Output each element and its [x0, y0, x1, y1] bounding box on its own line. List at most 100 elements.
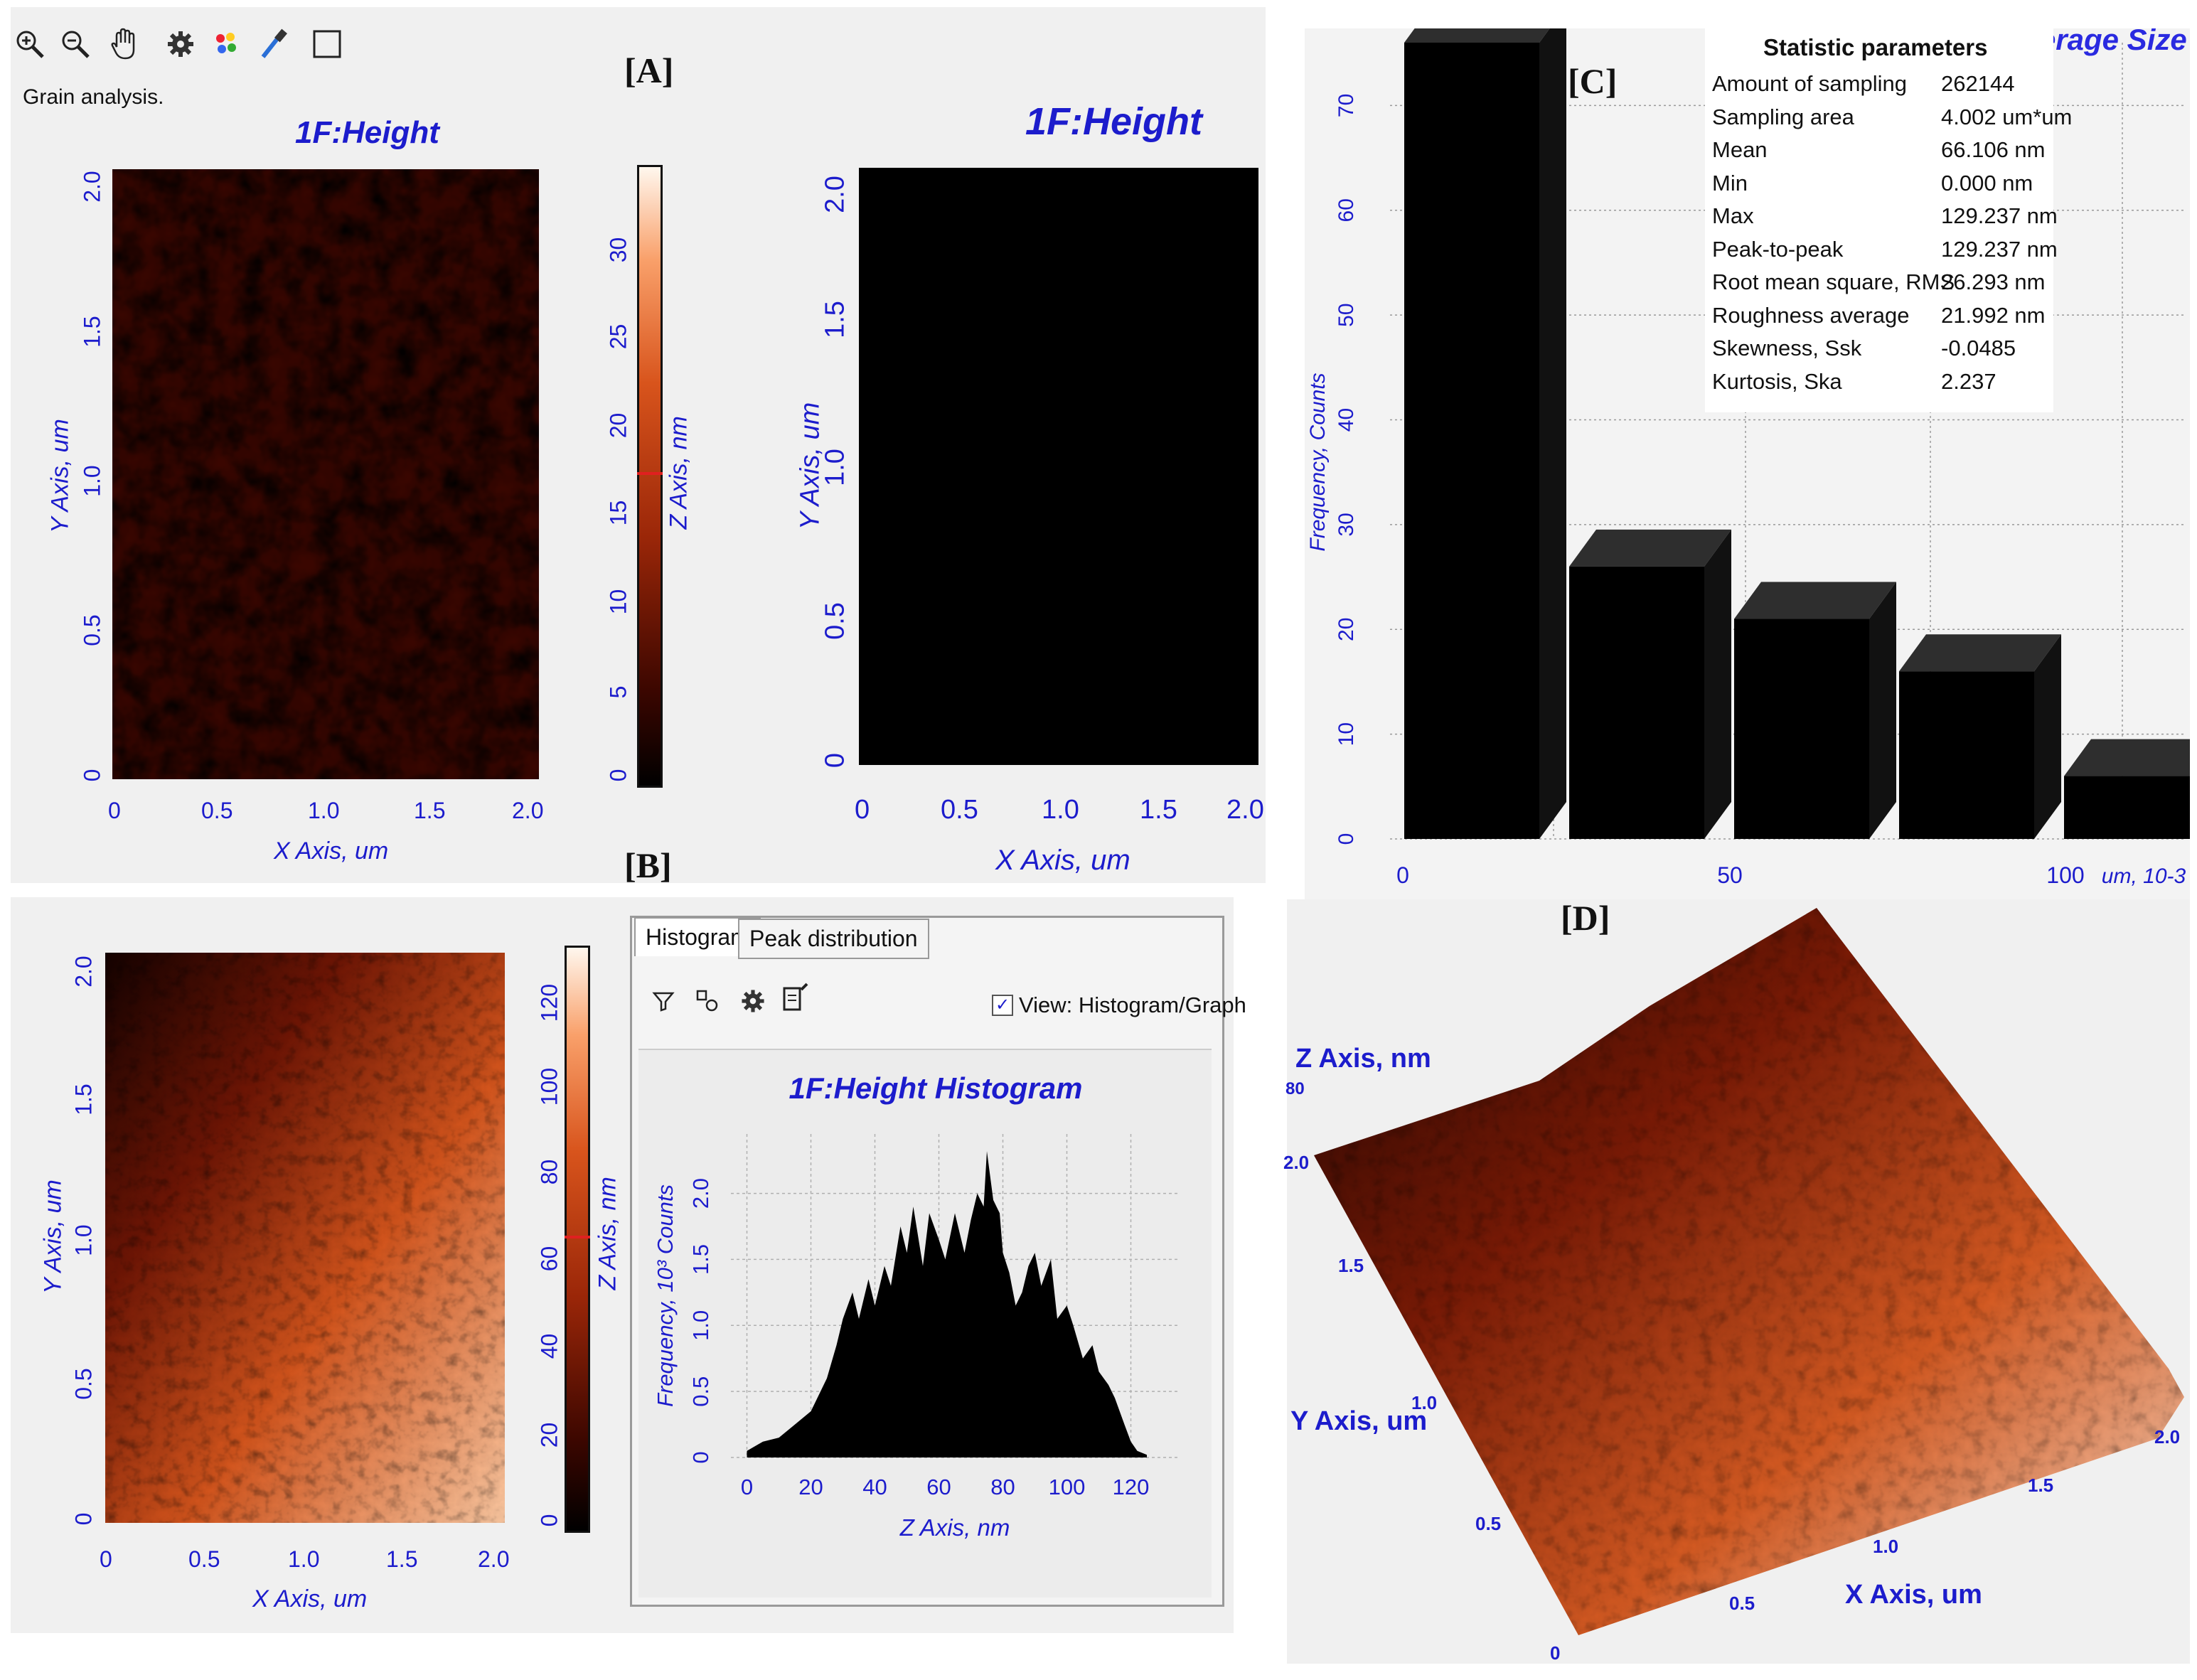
histogram-y-tick: 0: [688, 1451, 713, 1463]
map-b-scale-label: Z Axis, nm: [594, 1177, 621, 1290]
3d-x-tick: 0.5: [1729, 1593, 1755, 1614]
histogram-y-tick: 2.0: [688, 1178, 713, 1209]
3d-y-tick: 1.5: [1338, 1255, 1364, 1276]
statistics-row-value: 0.000 nm: [1941, 170, 2033, 196]
grain-map-x-tick: 0.5: [941, 795, 978, 825]
bar-front-face: [1569, 566, 1704, 839]
map-a-title: 1F:Height: [295, 115, 439, 150]
bar-x-tick: 100: [2046, 862, 2084, 888]
map-b-scale-tick: 60: [536, 1246, 562, 1272]
map-a-y-tick: 0.5: [79, 614, 105, 646]
statistics-row-label: Peak-to-peak: [1712, 236, 1844, 262]
bar-side-face: [1704, 529, 1731, 839]
statistics-row-value: -0.0485: [1941, 336, 2016, 360]
bar: [1734, 582, 1896, 839]
bar-side-face: [2034, 634, 2061, 839]
map-b-scale-marker: [565, 1236, 590, 1238]
3d-y-tick: 0: [1550, 1642, 1561, 1664]
histogram-x-tick: 80: [990, 1475, 1015, 1499]
statistics-title: Statistic parameters: [1763, 34, 1988, 60]
map-b-y-tick: 2.0: [70, 956, 97, 988]
statistics-row-value: 2.237: [1941, 368, 1996, 394]
bar-y-tick: 30: [1335, 513, 1358, 536]
rectangle-select-icon[interactable]: [310, 27, 344, 61]
map-b-y-axis-label: Y Axis, um: [39, 1179, 67, 1294]
bar-top-face: [2064, 739, 2190, 776]
bar-top-face: [1569, 529, 1731, 567]
statistics-row-value: 21.992 nm: [1941, 302, 2046, 328]
palette-icon[interactable]: [209, 27, 243, 61]
statistics-row-label: Min: [1712, 170, 1748, 196]
statistics-row-label: Kurtosis, Ska: [1712, 368, 1842, 394]
map-a-scale-tick: 20: [605, 412, 631, 439]
bar-front-face: [2064, 776, 2190, 839]
histogram-x-axis-label: Z Axis, nm: [899, 1514, 1010, 1541]
statistics-row-label: Roughness average: [1712, 302, 1910, 328]
statistics-row-label: Mean: [1712, 137, 1768, 162]
statistics-row: Mean 66.106 nm: [1712, 137, 2075, 170]
map-a-y-tick: 1.0: [79, 465, 105, 497]
bar-top-face: [1899, 634, 2061, 672]
statistics-row-value: 66.106 nm: [1941, 137, 2046, 162]
histogram-x-tick: 40: [862, 1475, 887, 1499]
statistics-row: Roughness average 21.992 nm: [1712, 303, 2075, 336]
bar-y-tick: 20: [1335, 618, 1358, 641]
statistics-row-label: Sampling area: [1712, 104, 1854, 129]
bar-top-face: [1404, 28, 1550, 43]
3d-y-axis-label: Y Axis, um: [1290, 1406, 1428, 1436]
bar-x-axis-label: um, 10-3: [2102, 865, 2186, 888]
zoom-out-icon[interactable]: [58, 27, 92, 61]
statistics-row: Amount of sampling 262144: [1712, 71, 2075, 104]
grain-map-y-tick: 1.5: [820, 301, 850, 338]
bar: [1899, 634, 2061, 839]
filter-icon[interactable]: [646, 984, 680, 1018]
histogram-x-tick: 120: [1113, 1475, 1150, 1499]
map-a-scale-tick: 15: [605, 500, 631, 526]
bar-y-tick: 70: [1335, 94, 1358, 117]
histogram-x-tick: 20: [798, 1475, 823, 1499]
tab-peak-distribution[interactable]: Peak distribution: [738, 919, 929, 959]
gear-icon[interactable]: [736, 984, 770, 1018]
view-histogram-checkbox[interactable]: ✓ View: Histogram/Graph: [992, 993, 1246, 1018]
statistics-row-label: Max: [1712, 203, 1754, 228]
grain-map-x-tick: 1.0: [1042, 795, 1079, 825]
shapes-icon[interactable]: [690, 984, 725, 1018]
zoom-in-icon[interactable]: [13, 27, 47, 61]
bar: [2064, 739, 2190, 839]
3d-z-axis-label: Z Axis, nm: [1295, 1044, 1431, 1074]
bar-y-tick: 0: [1335, 833, 1358, 845]
statistics-row: Root mean square, RMS 26.293 nm: [1712, 269, 2075, 302]
gear-icon[interactable]: [164, 27, 198, 61]
export-icon[interactable]: [779, 980, 813, 1014]
map-a-x-tick: 1.5: [414, 798, 446, 823]
grain-map-y-tick: 0.5: [820, 602, 850, 640]
map-a-x-tick: 0: [108, 798, 121, 823]
map-b-scale-tick: 0: [536, 1514, 562, 1527]
toolbar: [13, 27, 354, 70]
bar-front-face: [1404, 43, 1539, 839]
3d-y-tick: 1.0: [1411, 1392, 1438, 1413]
grain-map-x-axis-label: X Axis, um: [995, 845, 1130, 876]
bar-side-face: [1869, 582, 1896, 839]
statistics-row-value: 26.293 nm: [1941, 269, 2046, 294]
panel-label-b: [B]: [624, 845, 672, 885]
map-a-scale-marker: [637, 472, 663, 475]
map-b-x-tick: 0: [100, 1546, 112, 1572]
statistics-panel: Statistic parameters: [1705, 28, 2053, 412]
histogram-title: 1F:Height Histogram: [789, 1071, 1082, 1105]
histogram-y-axis-label: Frequency, 10³ Counts: [653, 1184, 678, 1407]
grain-map-y-tick: 1.0: [820, 449, 850, 486]
view-checkbox-label: View: Histogram/Graph: [1019, 993, 1246, 1017]
map-b-y-tick: 1.5: [70, 1084, 97, 1115]
map-a-x-tick: 0.5: [201, 798, 233, 823]
statistics-row-value: 262144: [1941, 71, 2015, 96]
pan-hand-icon[interactable]: [108, 27, 142, 61]
eyedropper-icon[interactable]: [256, 27, 290, 61]
map-b-x-axis-label: X Axis, um: [252, 1585, 368, 1612]
panel-label-a: [A]: [624, 50, 674, 90]
checkbox-box[interactable]: ✓: [992, 995, 1013, 1016]
statistics-row: Sampling area 4.002 um*um: [1712, 105, 2075, 137]
map-b-scale-tick: 80: [536, 1159, 562, 1185]
map-b-scale-tick: 120: [536, 983, 562, 1022]
grain-map-x-tick: 2.0: [1226, 795, 1264, 825]
